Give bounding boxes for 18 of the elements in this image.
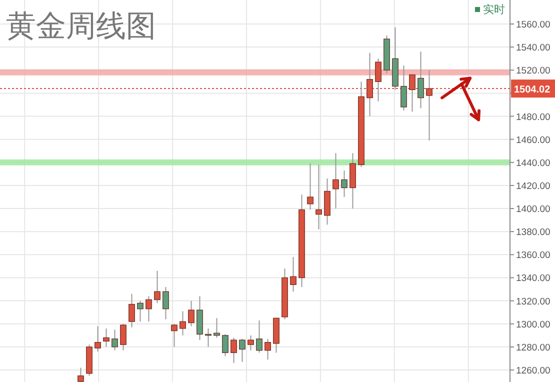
y-tick-label: 1300.00 — [516, 319, 550, 330]
y-tick-label: 1380.00 — [516, 227, 550, 238]
chart-title: 黄金周线图 — [6, 9, 156, 44]
y-tick-label: 1460.00 — [516, 134, 550, 146]
y-tick-label: 1440.00 — [516, 158, 550, 169]
y-tick-label: 1260.00 — [516, 366, 550, 377]
y-tick-label: 1320.00 — [516, 296, 550, 308]
y-tick-label: 1340.00 — [516, 273, 550, 284]
text: 实时 — [483, 3, 505, 16]
y-tick-label: 1360.00 — [516, 250, 550, 262]
y-tick-label: 1480.00 — [516, 112, 550, 123]
y-tick-label: 1540.00 — [516, 42, 550, 54]
y-tick-label: 1560.00 — [516, 19, 550, 30]
ref-line-label: 1504.02 — [514, 84, 551, 96]
y-tick-label: 1280.00 — [516, 342, 550, 354]
y-tick-label: 1420.00 — [516, 180, 550, 192]
y-tick-label: 1520.00 — [516, 66, 550, 77]
y-tick-label: 1400.00 — [516, 204, 550, 216]
